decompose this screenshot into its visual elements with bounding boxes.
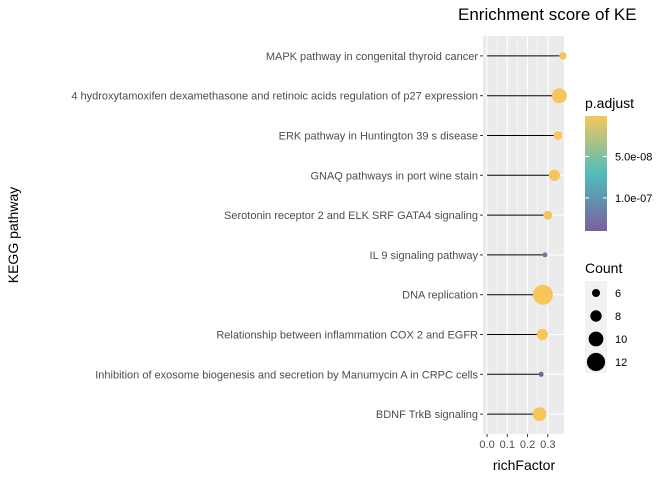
size-legend-label: 10 <box>615 334 627 346</box>
x-axis-title: richFactor <box>493 457 556 473</box>
y-tick-label: MAPK pathway in congenital thyroid cance… <box>266 51 479 63</box>
y-tick-label: IL 9 signaling pathway <box>370 250 479 262</box>
y-tick-label: BDNF TrkB signaling <box>376 409 478 421</box>
size-legend-key <box>592 289 600 297</box>
size-legend-keys: 6 8 10 12 <box>586 288 627 372</box>
lollipop-point <box>532 284 553 305</box>
x-tick-label: 0.0 <box>479 439 494 451</box>
y-tick-label: Relationship between inflammation COX 2 … <box>216 330 478 342</box>
x-tick-label: 0.1 <box>500 439 515 451</box>
y-tick-label: 4 hydroxytamoxifen dexamethasone and ret… <box>71 91 478 103</box>
color-legend-ticks: 5.0e-08 1.0e-07 <box>585 152 652 205</box>
y-tick-label: Serotonin receptor 2 and ELK SRF GATA4 s… <box>224 210 478 222</box>
color-bar <box>585 116 607 231</box>
data-marks <box>487 52 567 421</box>
y-axis-title: KEGG pathway <box>5 187 21 284</box>
plot-panel <box>483 36 564 434</box>
lollipop-point <box>553 131 563 140</box>
size-legend: Count 6 8 10 12 <box>585 260 627 373</box>
y-tick-label: GNAQ pathways in port wine stain <box>310 170 478 182</box>
x-tick-labels: 0.0 0.1 0.2 0.3 <box>479 434 555 451</box>
y-tick-label: DNA replication <box>402 290 478 302</box>
size-legend-label: 6 <box>615 288 621 300</box>
size-legend-label: 12 <box>615 357 627 369</box>
lollipop-point <box>542 252 548 258</box>
y-tick-label: Inhibition of exosome biogenesis and sec… <box>95 369 478 381</box>
size-legend-key-bg <box>585 281 607 373</box>
lollipop-point <box>543 210 553 220</box>
x-tick-label: 0.2 <box>520 439 535 451</box>
lollipop-point <box>536 328 548 341</box>
color-legend: p.adjust 5.0e-08 1.0e-07 <box>585 95 652 231</box>
color-legend-label: 1.0e-07 <box>615 193 652 205</box>
size-legend-key <box>588 331 604 347</box>
lollipop-point <box>532 407 547 421</box>
size-legend-key <box>586 352 606 372</box>
y-tick-labels: MAPK pathway in congenital thyroid cance… <box>71 51 483 421</box>
y-tick-label: ERK pathway in Huntington 39 s disease <box>279 131 478 143</box>
color-legend-title: p.adjust <box>585 95 634 111</box>
lollipop-point <box>559 52 567 60</box>
size-legend-title: Count <box>585 260 622 276</box>
chart-title: Enrichment score of KE <box>458 5 637 24</box>
size-legend-label: 8 <box>615 311 621 323</box>
color-legend-label: 5.0e-08 <box>615 152 652 164</box>
size-legend-key <box>590 310 602 322</box>
lollipop-point <box>548 169 561 181</box>
x-tick-label: 0.3 <box>540 439 555 451</box>
lollipop-point <box>538 371 544 377</box>
lollipop-point <box>551 88 567 104</box>
